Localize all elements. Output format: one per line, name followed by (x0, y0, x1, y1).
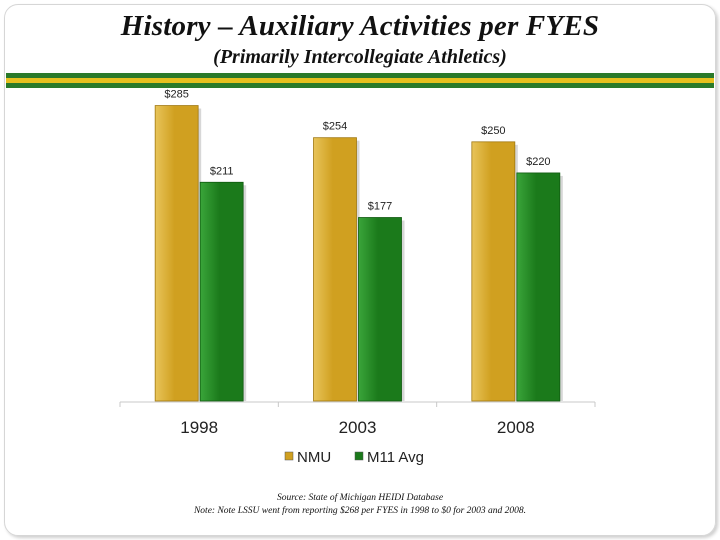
bar-nmu-2008 (471, 141, 516, 402)
data-label-m11-2003: $177 (368, 201, 392, 213)
source-note: Source: State of Michigan HEIDI Database (276, 493, 444, 503)
data-label-m11-1998: $211 (210, 165, 234, 177)
data-label-nmu-2008: $250 (481, 125, 505, 137)
bar-m11-2008 (516, 172, 561, 402)
x-tick-label-1998: 1998 (180, 418, 218, 437)
x-tick-label-2003: 2003 (339, 418, 377, 437)
legend-swatch-nmu (284, 451, 294, 461)
bar-m11-2003 (358, 217, 402, 402)
slide-frame (4, 4, 716, 536)
bar-nmu-2003 (313, 137, 357, 402)
legend-label-nmu: NMU (297, 449, 331, 466)
legend-swatch-m11 (354, 451, 364, 461)
header-stripe-gold (6, 78, 714, 83)
header-stripe-green-bottom (6, 83, 714, 88)
slide-title: History – Auxiliary Activities per FYES (120, 10, 600, 42)
bar-m11-1998 (199, 181, 244, 402)
bar-nmu-1998 (154, 105, 199, 402)
data-label-m11-2008: $220 (526, 156, 550, 168)
data-label-nmu-1998: $285 (164, 89, 188, 101)
lssu-note: Note: Note LSSU went from reporting $268… (193, 506, 527, 516)
legend-label-m11: M11 Avg (367, 449, 424, 466)
slide-subtitle: (Primarily Intercollegiate Athletics) (213, 46, 507, 68)
data-label-nmu-2003: $254 (323, 121, 347, 133)
x-tick-label-2008: 2008 (497, 418, 535, 437)
header-stripe-green-top (6, 73, 714, 78)
